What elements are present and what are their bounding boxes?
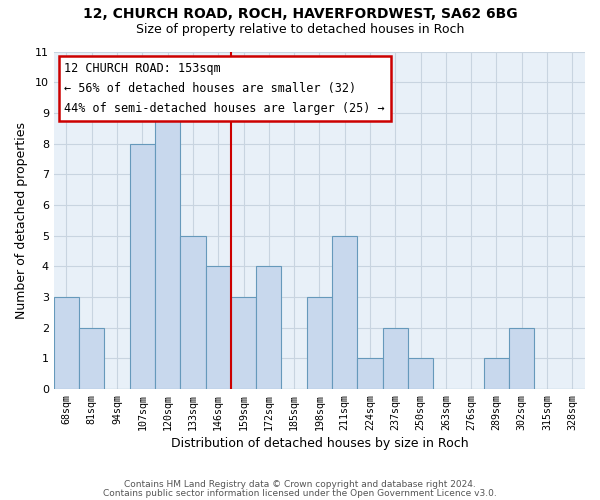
Y-axis label: Number of detached properties: Number of detached properties <box>15 122 28 319</box>
Bar <box>358 358 383 389</box>
Bar <box>484 358 509 389</box>
Bar <box>155 113 180 389</box>
Bar <box>256 266 281 389</box>
Text: Size of property relative to detached houses in Roch: Size of property relative to detached ho… <box>136 22 464 36</box>
X-axis label: Distribution of detached houses by size in Roch: Distribution of detached houses by size … <box>170 437 468 450</box>
Text: Contains HM Land Registry data © Crown copyright and database right 2024.: Contains HM Land Registry data © Crown c… <box>124 480 476 489</box>
Bar <box>307 297 332 389</box>
Bar <box>180 236 206 389</box>
Text: 12, CHURCH ROAD, ROCH, HAVERFORDWEST, SA62 6BG: 12, CHURCH ROAD, ROCH, HAVERFORDWEST, SA… <box>83 8 517 22</box>
Bar <box>332 236 358 389</box>
Bar <box>79 328 104 389</box>
Text: Contains public sector information licensed under the Open Government Licence v3: Contains public sector information licen… <box>103 490 497 498</box>
Bar <box>408 358 433 389</box>
Bar <box>509 328 535 389</box>
Bar <box>383 328 408 389</box>
Bar <box>130 144 155 389</box>
Bar <box>54 297 79 389</box>
Bar <box>206 266 231 389</box>
Text: 12 CHURCH ROAD: 153sqm
← 56% of detached houses are smaller (32)
44% of semi-det: 12 CHURCH ROAD: 153sqm ← 56% of detached… <box>64 62 385 114</box>
Bar <box>231 297 256 389</box>
